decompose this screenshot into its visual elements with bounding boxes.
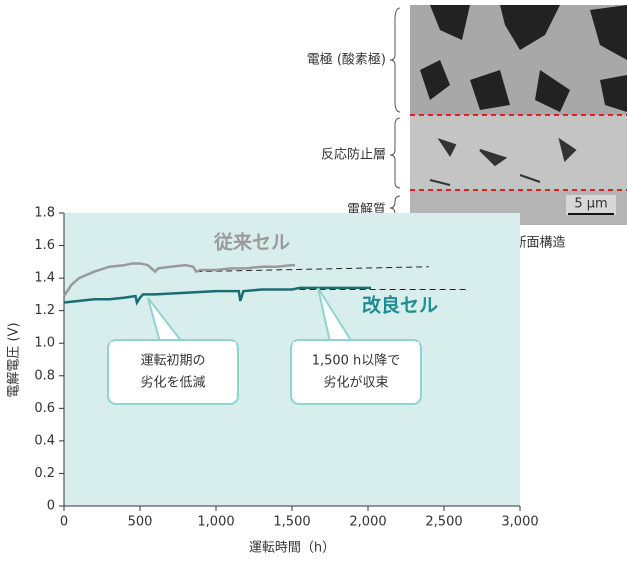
- y-tick-label: 0: [47, 499, 55, 514]
- x-tick-label: 3,000: [501, 515, 538, 530]
- inset-label: 電極 (酸素極): [307, 52, 386, 68]
- y-tick-label: 1.4: [34, 271, 55, 286]
- y-tick-label: 1.0: [34, 336, 55, 351]
- callout-text: 運転初期の: [140, 354, 205, 369]
- x-tick-label: 1,000: [197, 515, 234, 530]
- scale-label: 5 μm: [574, 197, 607, 212]
- x-tick-label: 2,000: [349, 515, 386, 530]
- y-tick-label: 0.4: [34, 433, 55, 448]
- callout-mask: [293, 342, 419, 348]
- y-tick-label: 0.8: [34, 368, 55, 383]
- inset-image: [390, 5, 627, 225]
- y-tick-label: 1.2: [34, 303, 55, 318]
- y-tick-label: 0.2: [34, 466, 55, 481]
- y-tick-label: 0.6: [34, 401, 55, 416]
- callout-box: [108, 340, 238, 404]
- x-tick-label: 500: [128, 515, 153, 530]
- x-tick-label: 2,500: [425, 515, 462, 530]
- x-tick-label: 0: [60, 515, 68, 530]
- callout-text: 1,500 h以降で: [312, 354, 401, 369]
- plot: 0 0.2 0.4 0.6 0.8 1.0 1.2 1.4 1.6 1.8 0 500 1,000 1,5…: [34, 206, 538, 530]
- callout-mask: [110, 342, 236, 348]
- y-tick-label: 1.8: [34, 206, 55, 221]
- x-axis-label: 運転時間（h）: [249, 541, 335, 556]
- x-tick-label: 1,500: [273, 515, 310, 530]
- callout-text: 劣化を低減: [140, 375, 205, 391]
- callout-box: [291, 340, 421, 404]
- y-tick-label: 1.6: [34, 238, 55, 253]
- inset-label: 反応防止層: [321, 147, 386, 163]
- callout-text: 劣化が収束: [323, 376, 388, 391]
- series-label: 従来セル: [213, 231, 290, 254]
- chart: 電極 (酸素極) 反応防止層 電解質 5 μm セルの断面構造 00.20.40…: [0, 0, 627, 557]
- series-label: 改良セル: [362, 294, 438, 317]
- y-axis-label: 電解電圧 (V): [7, 322, 22, 397]
